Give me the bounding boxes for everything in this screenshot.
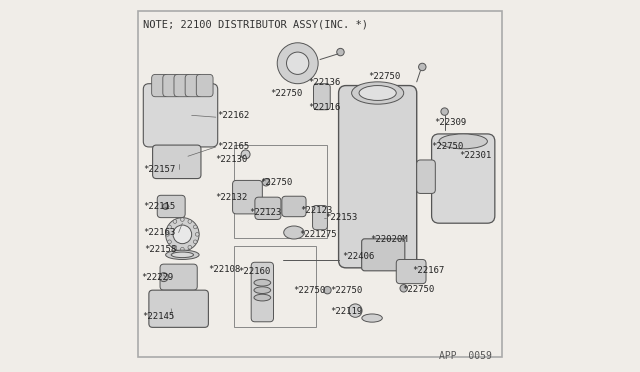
Ellipse shape — [254, 287, 271, 294]
Circle shape — [166, 218, 199, 251]
FancyBboxPatch shape — [185, 74, 202, 97]
FancyBboxPatch shape — [396, 260, 426, 283]
FancyBboxPatch shape — [163, 74, 180, 97]
Circle shape — [180, 247, 184, 251]
FancyBboxPatch shape — [152, 145, 201, 179]
Ellipse shape — [254, 294, 271, 301]
Text: *22020M: *22020M — [370, 235, 408, 244]
FancyBboxPatch shape — [282, 196, 306, 217]
Ellipse shape — [284, 226, 304, 239]
Ellipse shape — [351, 82, 404, 104]
Text: *22229: *22229 — [141, 273, 173, 282]
FancyBboxPatch shape — [255, 197, 281, 219]
Text: *22406: *22406 — [342, 252, 374, 261]
Ellipse shape — [254, 279, 271, 286]
Circle shape — [163, 203, 168, 209]
Circle shape — [180, 218, 184, 221]
Text: *22160: *22160 — [238, 267, 271, 276]
Ellipse shape — [362, 314, 382, 322]
Circle shape — [349, 304, 362, 317]
Text: *22750: *22750 — [293, 286, 326, 295]
FancyBboxPatch shape — [339, 86, 417, 268]
FancyBboxPatch shape — [160, 264, 197, 290]
Text: *22165: *22165 — [218, 142, 250, 151]
Text: *22119: *22119 — [330, 307, 363, 316]
Text: *22750: *22750 — [431, 142, 463, 151]
FancyBboxPatch shape — [149, 290, 209, 327]
Text: *22301: *22301 — [460, 151, 492, 160]
Text: *22750: *22750 — [369, 72, 401, 81]
Ellipse shape — [172, 252, 193, 258]
Text: *221275: *221275 — [299, 230, 337, 239]
Ellipse shape — [166, 250, 199, 260]
Circle shape — [173, 219, 177, 223]
Circle shape — [188, 246, 191, 249]
Text: *22163: *22163 — [143, 228, 175, 237]
Text: *22136: *22136 — [308, 78, 340, 87]
Circle shape — [168, 240, 172, 244]
Circle shape — [188, 219, 191, 223]
Circle shape — [241, 150, 250, 159]
Text: *22750: *22750 — [260, 178, 292, 187]
Circle shape — [441, 108, 449, 115]
Text: *22123: *22123 — [250, 208, 282, 217]
Circle shape — [287, 52, 309, 74]
FancyBboxPatch shape — [174, 74, 191, 97]
Text: NOTE; 22100 DISTRIBUTOR ASSY(INC. *): NOTE; 22100 DISTRIBUTOR ASSY(INC. *) — [143, 19, 368, 29]
Text: *22750: *22750 — [403, 285, 435, 294]
FancyBboxPatch shape — [157, 195, 185, 218]
Text: *22750: *22750 — [330, 286, 363, 295]
Text: *22167: *22167 — [412, 266, 445, 275]
Bar — [234, 145, 328, 238]
Text: *22108: *22108 — [209, 265, 241, 274]
Text: *22158: *22158 — [145, 245, 177, 254]
FancyBboxPatch shape — [143, 84, 218, 147]
Text: *22115: *22115 — [143, 202, 175, 211]
FancyBboxPatch shape — [312, 205, 328, 230]
FancyBboxPatch shape — [417, 160, 435, 193]
Circle shape — [193, 225, 197, 229]
FancyBboxPatch shape — [314, 84, 330, 110]
Circle shape — [173, 225, 191, 244]
FancyBboxPatch shape — [152, 74, 168, 97]
Circle shape — [193, 240, 197, 244]
Circle shape — [195, 232, 199, 236]
Bar — [234, 246, 316, 327]
Circle shape — [419, 63, 426, 71]
Circle shape — [168, 225, 172, 229]
FancyBboxPatch shape — [251, 262, 273, 322]
Circle shape — [166, 232, 170, 236]
Text: *22162: *22162 — [218, 111, 250, 120]
Circle shape — [159, 273, 168, 282]
Circle shape — [400, 285, 408, 292]
Text: *22145: *22145 — [142, 312, 175, 321]
Ellipse shape — [359, 86, 396, 100]
Text: *22132: *22132 — [215, 193, 247, 202]
Circle shape — [337, 48, 344, 56]
Text: *22750: *22750 — [270, 89, 302, 98]
Text: *22309: *22309 — [435, 118, 467, 126]
Circle shape — [262, 179, 270, 186]
Circle shape — [324, 286, 331, 294]
Text: *22153: *22153 — [326, 213, 358, 222]
FancyBboxPatch shape — [232, 180, 262, 214]
Ellipse shape — [439, 134, 488, 149]
Text: *22123: *22123 — [300, 206, 333, 215]
Circle shape — [277, 43, 318, 84]
FancyBboxPatch shape — [431, 134, 495, 223]
Text: *22157: *22157 — [143, 165, 175, 174]
FancyBboxPatch shape — [362, 239, 405, 271]
Circle shape — [173, 246, 177, 249]
FancyBboxPatch shape — [196, 74, 213, 97]
Text: *22116: *22116 — [308, 103, 340, 112]
Text: *22130: *22130 — [215, 155, 247, 164]
Text: APP  0059: APP 0059 — [439, 352, 492, 361]
